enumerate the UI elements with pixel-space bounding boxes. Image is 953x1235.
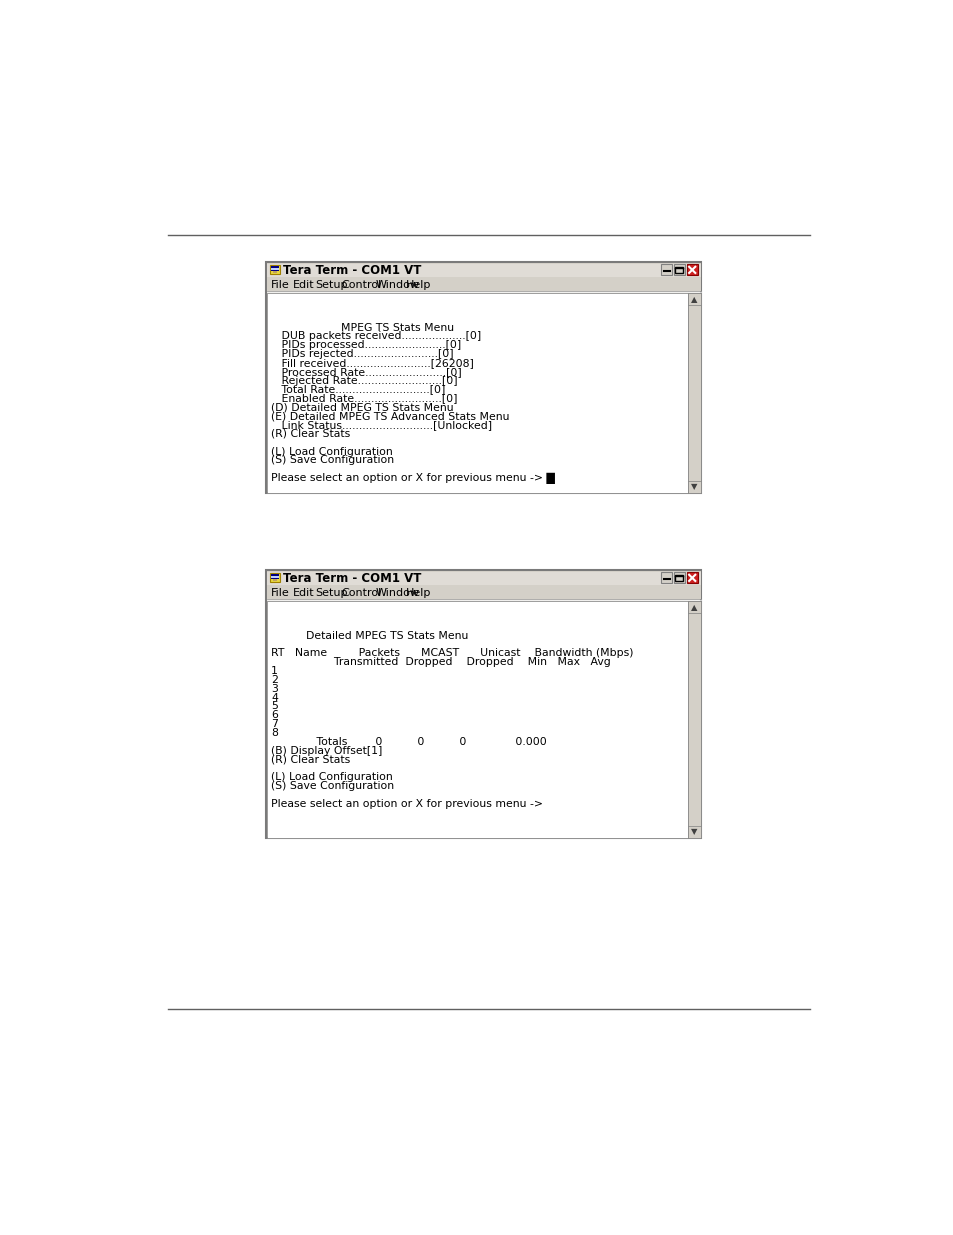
Text: Setup: Setup xyxy=(315,588,348,598)
Text: Please select an option or X for previous menu ->: Please select an option or X for previou… xyxy=(271,799,546,809)
Text: 4: 4 xyxy=(271,693,277,703)
Text: Detailed MPEG TS Stats Menu: Detailed MPEG TS Stats Menu xyxy=(271,631,468,641)
Text: (E) Detailed MPEG TS Advanced Stats Menu: (E) Detailed MPEG TS Advanced Stats Menu xyxy=(271,411,509,421)
Text: (S) Save Configuration: (S) Save Configuration xyxy=(271,782,394,792)
Text: ▼: ▼ xyxy=(691,827,697,836)
Text: Setup: Setup xyxy=(315,280,348,290)
Bar xyxy=(267,293,688,493)
Bar xyxy=(688,826,700,839)
Text: PIDs processed........................[0]: PIDs processed........................[0… xyxy=(271,341,461,351)
Bar xyxy=(267,278,700,291)
Text: 7: 7 xyxy=(271,719,277,729)
Text: Total Rate............................[0]: Total Rate............................[0… xyxy=(271,384,445,395)
Text: Tera Term - COM1 VT: Tera Term - COM1 VT xyxy=(283,572,421,585)
Bar xyxy=(271,268,279,270)
Bar xyxy=(660,573,672,583)
Bar xyxy=(274,272,277,273)
Bar xyxy=(675,574,682,580)
Bar xyxy=(270,266,280,274)
Text: Help: Help xyxy=(405,588,431,598)
Text: ▲: ▲ xyxy=(691,295,697,304)
Bar xyxy=(266,571,700,839)
Bar xyxy=(271,577,279,578)
Text: Enabled Rate..........................[0]: Enabled Rate..........................[0… xyxy=(271,394,457,404)
Text: PIDs rejected.........................[0]: PIDs rejected.........................[0… xyxy=(271,350,454,359)
Text: (R) Clear Stats: (R) Clear Stats xyxy=(271,755,350,764)
Text: ▼: ▼ xyxy=(691,483,697,492)
Text: 2: 2 xyxy=(271,674,277,685)
Text: 8: 8 xyxy=(271,727,277,739)
Bar xyxy=(688,601,700,614)
Text: Totals        0          0          0              0.000: Totals 0 0 0 0.000 xyxy=(271,737,546,747)
Text: File: File xyxy=(271,280,290,290)
Bar xyxy=(271,574,279,579)
Text: Control: Control xyxy=(341,280,381,290)
Text: 1: 1 xyxy=(271,666,277,676)
Text: (R) Clear Stats: (R) Clear Stats xyxy=(271,429,350,438)
Text: Window: Window xyxy=(375,280,419,290)
Bar xyxy=(267,263,700,278)
Text: Please select an option or X for previous menu -> █: Please select an option or X for previou… xyxy=(271,473,555,484)
Text: (L) Load Configuration: (L) Load Configuration xyxy=(271,772,393,782)
Text: Help: Help xyxy=(405,280,431,290)
Text: (B) Display Offset[1]: (B) Display Offset[1] xyxy=(271,746,382,756)
Bar xyxy=(266,262,700,493)
Bar xyxy=(673,264,684,275)
Bar xyxy=(267,587,700,599)
Text: Rejected Rate.........................[0]: Rejected Rate.........................[0… xyxy=(271,375,457,385)
Text: (L) Load Configuration: (L) Load Configuration xyxy=(271,447,393,457)
Text: Edit: Edit xyxy=(293,588,314,598)
Text: 3: 3 xyxy=(271,684,277,694)
Bar xyxy=(686,573,697,583)
Text: DUB packets received...................[0]: DUB packets received...................[… xyxy=(271,331,480,341)
Text: RT   Name         Packets      MCAST      Unicast    Bandwidth (Mbps): RT Name Packets MCAST Unicast Bandwidth … xyxy=(271,648,633,658)
Text: Transmitted  Dropped    Dropped    Min   Max   Avg: Transmitted Dropped Dropped Min Max Avg xyxy=(271,657,610,667)
Bar xyxy=(673,573,684,583)
Bar xyxy=(267,572,700,585)
Bar xyxy=(688,293,700,493)
Text: Link Status...........................[Unlocked]: Link Status...........................[U… xyxy=(271,420,492,430)
Bar xyxy=(270,573,280,582)
Bar xyxy=(660,264,672,275)
Text: Window: Window xyxy=(375,588,419,598)
Bar xyxy=(688,601,700,839)
Bar xyxy=(274,579,277,580)
Bar xyxy=(267,571,700,587)
Text: File: File xyxy=(271,588,290,598)
Text: (D) Detailed MPEG TS Stats Menu: (D) Detailed MPEG TS Stats Menu xyxy=(271,403,454,412)
Text: MPEG TS Stats Menu: MPEG TS Stats Menu xyxy=(271,322,454,332)
Text: 5: 5 xyxy=(271,701,277,711)
Text: ▲: ▲ xyxy=(691,603,697,611)
Text: Tera Term - COM1 VT: Tera Term - COM1 VT xyxy=(283,264,421,277)
Text: Edit: Edit xyxy=(293,280,314,290)
Text: Processed Rate........................[0]: Processed Rate........................[0… xyxy=(271,367,461,377)
Bar xyxy=(686,264,697,275)
Bar xyxy=(688,293,700,305)
Text: Control: Control xyxy=(341,588,381,598)
Bar xyxy=(688,480,700,493)
Bar xyxy=(267,601,688,839)
Text: 6: 6 xyxy=(271,710,277,720)
Bar xyxy=(271,266,279,272)
Bar xyxy=(267,264,700,277)
Text: Fill received.........................[26208]: Fill received.........................[2… xyxy=(271,358,474,368)
Bar xyxy=(675,267,682,273)
Text: (S) Save Configuration: (S) Save Configuration xyxy=(271,456,394,466)
